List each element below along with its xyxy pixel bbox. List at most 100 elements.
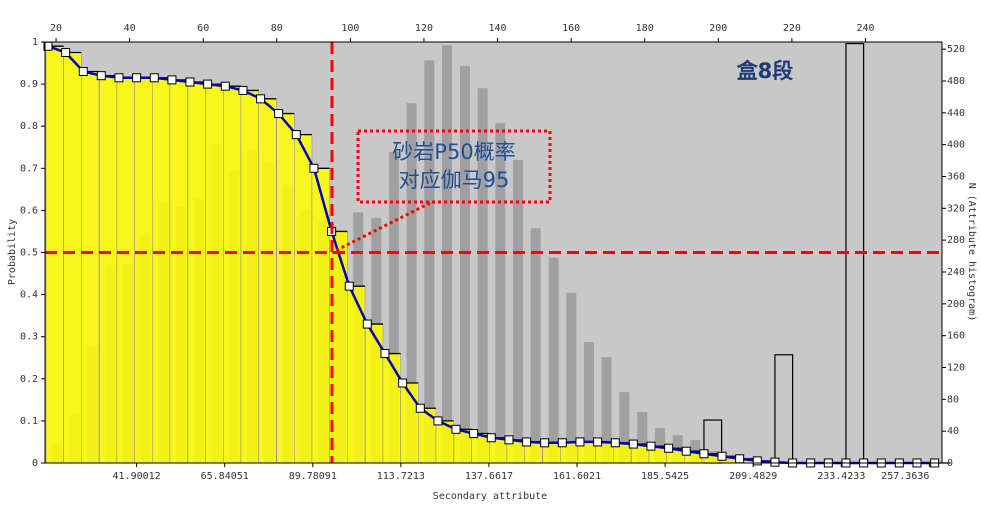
histogram-bar [566,292,577,463]
x-top-tick-label: 60 [197,23,209,34]
x-axis-label: Secondary attribute [433,491,547,502]
histogram-bar [637,412,648,463]
histogram-bar [619,392,630,463]
x-top-tick-label: 120 [415,23,433,34]
histogram-bar [654,427,665,463]
y-tick-label: 1 [32,37,38,48]
y-tick-label: 0 [32,458,38,469]
chart-label: 盒8段 [737,59,794,83]
y2-tick-label: 440 [947,108,965,119]
y-tick-label: 0.6 [20,205,38,216]
probability-marker [504,435,514,445]
x-bottom-tick-label: 65.84051 [201,471,249,482]
x-top-tick-label: 100 [341,23,359,34]
x-top-tick-label: 20 [50,23,62,34]
y2-tick-label: 480 [947,76,965,87]
y2-tick-label: 520 [947,44,965,55]
probability-marker [433,416,443,426]
annotation-pointer [331,201,431,254]
probability-bar [187,81,206,464]
probability-marker [362,319,372,329]
probability-marker [681,446,691,456]
probability-marker [664,443,674,453]
histogram-bar [548,257,559,463]
probability-marker [770,457,780,467]
probability-bar [258,98,277,464]
histogram-bar [583,342,594,463]
probability-bar [453,429,472,464]
probability-bar [45,45,64,464]
probability-bar [294,134,313,464]
probability-marker [61,48,71,58]
x-bottom-tick-label: 257.3636 [881,471,929,482]
y-tick-label: 0.5 [20,248,38,259]
x-bottom-tick-label: 89.78091 [289,471,337,482]
y2-tick-label: 280 [947,235,965,246]
x-top-tick-label: 140 [489,23,507,34]
probability-bar [99,75,118,464]
probability-marker [238,85,248,95]
probability-marker [203,79,213,89]
probability-bar [400,382,419,464]
probability-marker [309,163,319,173]
probability-marker [415,403,425,413]
probability-marker [557,438,567,448]
y-tick-label: 0.2 [20,374,38,385]
annotation-text: 砂岩P50概率 [392,140,515,164]
probability-marker [540,438,550,448]
probability-marker [593,437,603,447]
probability-marker [646,441,656,451]
x-top-tick-label: 80 [271,23,283,34]
probability-bar [276,113,295,464]
probability-bar [205,83,224,464]
histogram-bar [530,228,541,463]
y-tick-label: 0.7 [20,163,38,174]
probability-marker [96,71,106,81]
x-top-tick-label: 200 [709,23,727,34]
y-tick-label: 0.8 [20,121,38,132]
probability-marker [132,73,142,83]
y2-tick-label: 360 [947,171,965,182]
histogram-bar [406,103,417,463]
probability-marker [274,109,284,119]
probability-bar [63,52,82,464]
probability-bar [134,77,153,464]
probability-marker [149,73,159,83]
probability-marker [610,438,620,448]
probability-marker [451,424,461,434]
probability-bar [152,77,171,464]
x-bottom-tick-label: 161.6021 [553,471,601,482]
histogram-bar [441,45,452,464]
probability-bar [223,85,242,464]
probability-marker [486,433,496,443]
histogram-bar [424,60,435,463]
y2-tick-label: 120 [947,362,965,373]
probability-marker [380,349,390,359]
y2-tick-label: 0 [947,458,953,469]
probability-marker [185,77,195,87]
annotation-box [356,129,552,204]
histogram-bar [512,159,523,464]
x-bottom-tick-label: 41.90012 [113,471,161,482]
probability-bar [382,353,401,464]
probability-marker [344,281,354,291]
x-bottom-tick-label: 113.7213 [377,471,425,482]
y2-axis-label: N (Attribute histogram) [966,183,977,321]
histogram-bar [495,123,506,463]
probability-bar [240,90,259,464]
y-tick-label: 0.9 [20,79,38,90]
probability-marker [78,66,88,76]
x-top-tick-label: 180 [636,23,654,34]
x-top-tick-label: 160 [562,23,580,34]
probability-marker [522,437,532,447]
x-bottom-tick-label: 137.6617 [465,471,513,482]
x-bottom-tick-label: 185.5425 [641,471,689,482]
probability-bar [169,79,188,464]
probability-marker [220,81,230,91]
probability-marker [575,437,585,447]
y2-tick-label: 400 [947,140,965,151]
y-tick-label: 0.3 [20,332,38,343]
y2-tick-label: 80 [947,394,959,405]
y-axis-label: Probability [7,219,18,285]
